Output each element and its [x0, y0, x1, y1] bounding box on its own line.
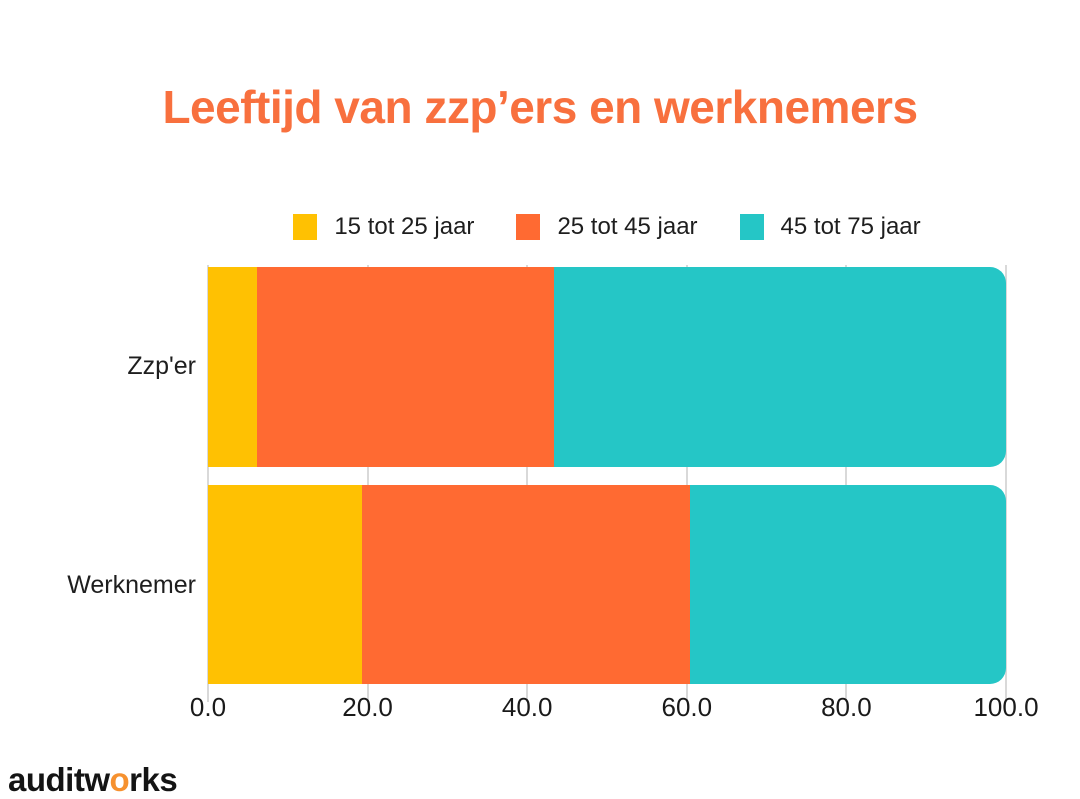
gridline	[845, 265, 848, 702]
bar-werknemer	[208, 485, 1006, 684]
legend-item-15-25: 15 tot 25 jaar	[293, 213, 474, 241]
legend-swatch-teal-icon	[739, 214, 764, 240]
logo-text-prefix: auditw	[8, 761, 110, 798]
gridline	[366, 265, 369, 702]
plot-area: 0.0 20.0 40.0 60.0 80.0 100.0	[190, 265, 1039, 722]
category-label-werknemer: Werknemer	[67, 571, 196, 599]
legend-label: 25 tot 45 jaar	[557, 213, 698, 240]
gridline	[1005, 265, 1007, 702]
bar-segment-15-25	[208, 485, 362, 684]
legend-swatch-orange-icon	[516, 214, 541, 240]
x-tick-label: 60.0	[661, 692, 713, 722]
legend-item-45-75: 45 tot 75 jaar	[739, 213, 921, 241]
x-tick-label: 100.0	[973, 692, 1039, 722]
logo-o-accent: o	[109, 761, 130, 798]
legend-swatch-yellow-icon	[293, 214, 318, 240]
bar-segment-15-25	[208, 267, 258, 467]
gridline	[207, 265, 209, 702]
bar-segment-45-75	[554, 267, 1006, 467]
gridline	[526, 265, 529, 702]
x-tick-label: 40.0	[501, 692, 553, 722]
legend-label: 15 tot 25 jaar	[334, 213, 475, 240]
bar-segment-25-45	[362, 485, 690, 684]
logo-text-suffix: rks	[129, 761, 178, 798]
legend-item-25-45: 25 tot 45 jaar	[516, 213, 698, 241]
gridline	[685, 265, 688, 702]
legend: 15 tot 25 jaar 25 tot 45 jaar 45 tot 75 …	[208, 213, 1006, 241]
auditworks-logo: auditworks	[8, 761, 178, 799]
bar-segment-45-75	[689, 485, 1006, 684]
x-tick-label: 80.0	[821, 692, 872, 722]
x-tick-label: 0.0	[189, 692, 227, 722]
gridlines	[207, 265, 1007, 702]
legend-label: 45 tot 75 jaar	[780, 213, 921, 240]
bar-zzper	[208, 267, 1006, 467]
category-label-zzper: Zzp'er	[127, 352, 196, 380]
x-axis: 0.0 20.0 40.0 60.0 80.0 100.0	[190, 692, 1039, 732]
bar-segment-25-45	[257, 267, 555, 467]
chart-title: Leeftijd van zzp’ers en werknemers	[162, 81, 918, 133]
x-tick-label: 20.0	[342, 692, 393, 722]
